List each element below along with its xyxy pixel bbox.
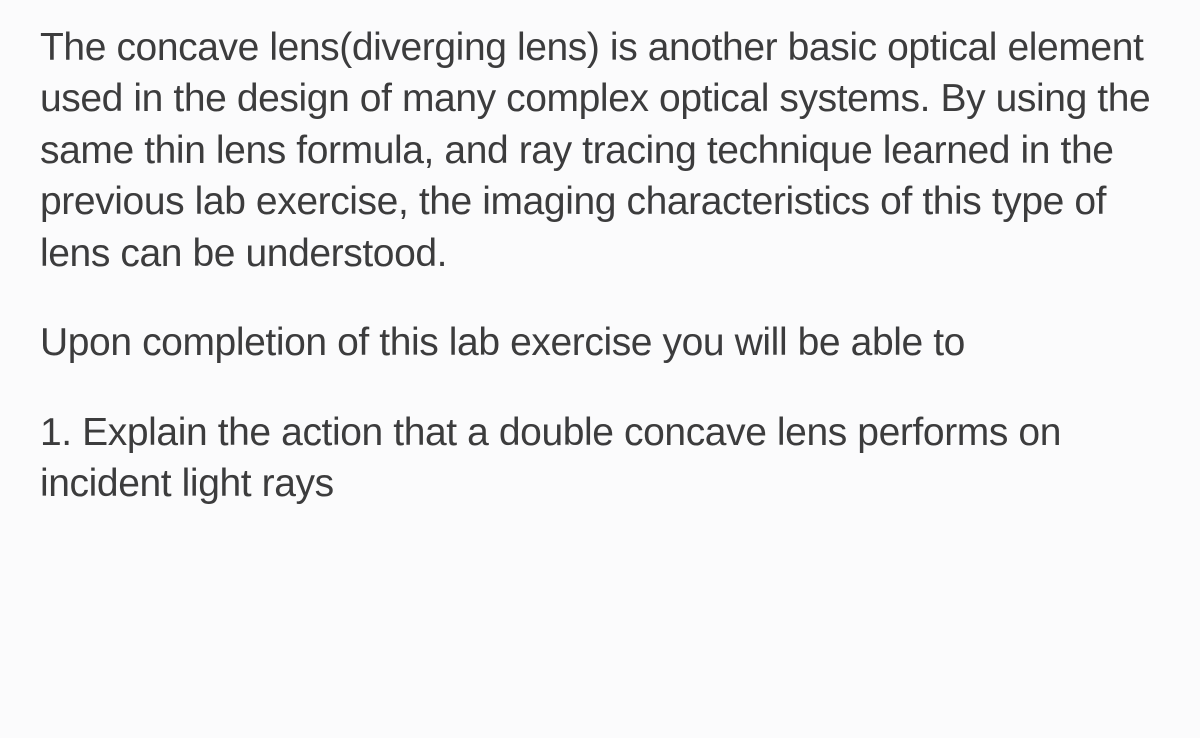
lead-in-paragraph: Upon completion of this lab exercise you… [40, 317, 1176, 368]
objective-item-1: 1. Explain the action that a double conc… [40, 407, 1176, 510]
document-page: The concave lens(diverging lens) is anot… [0, 0, 1200, 510]
intro-paragraph: The concave lens(diverging lens) is anot… [40, 22, 1176, 279]
